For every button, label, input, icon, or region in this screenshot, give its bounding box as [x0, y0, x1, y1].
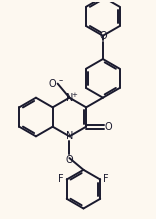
Text: N: N	[66, 131, 73, 141]
Text: –: –	[58, 76, 62, 85]
Text: O: O	[105, 122, 112, 132]
Text: O: O	[49, 79, 56, 89]
Text: N: N	[66, 93, 73, 103]
Text: O: O	[99, 31, 107, 41]
Text: F: F	[103, 175, 109, 184]
Text: +: +	[71, 92, 77, 98]
Text: F: F	[58, 175, 64, 184]
Text: O: O	[66, 155, 73, 165]
